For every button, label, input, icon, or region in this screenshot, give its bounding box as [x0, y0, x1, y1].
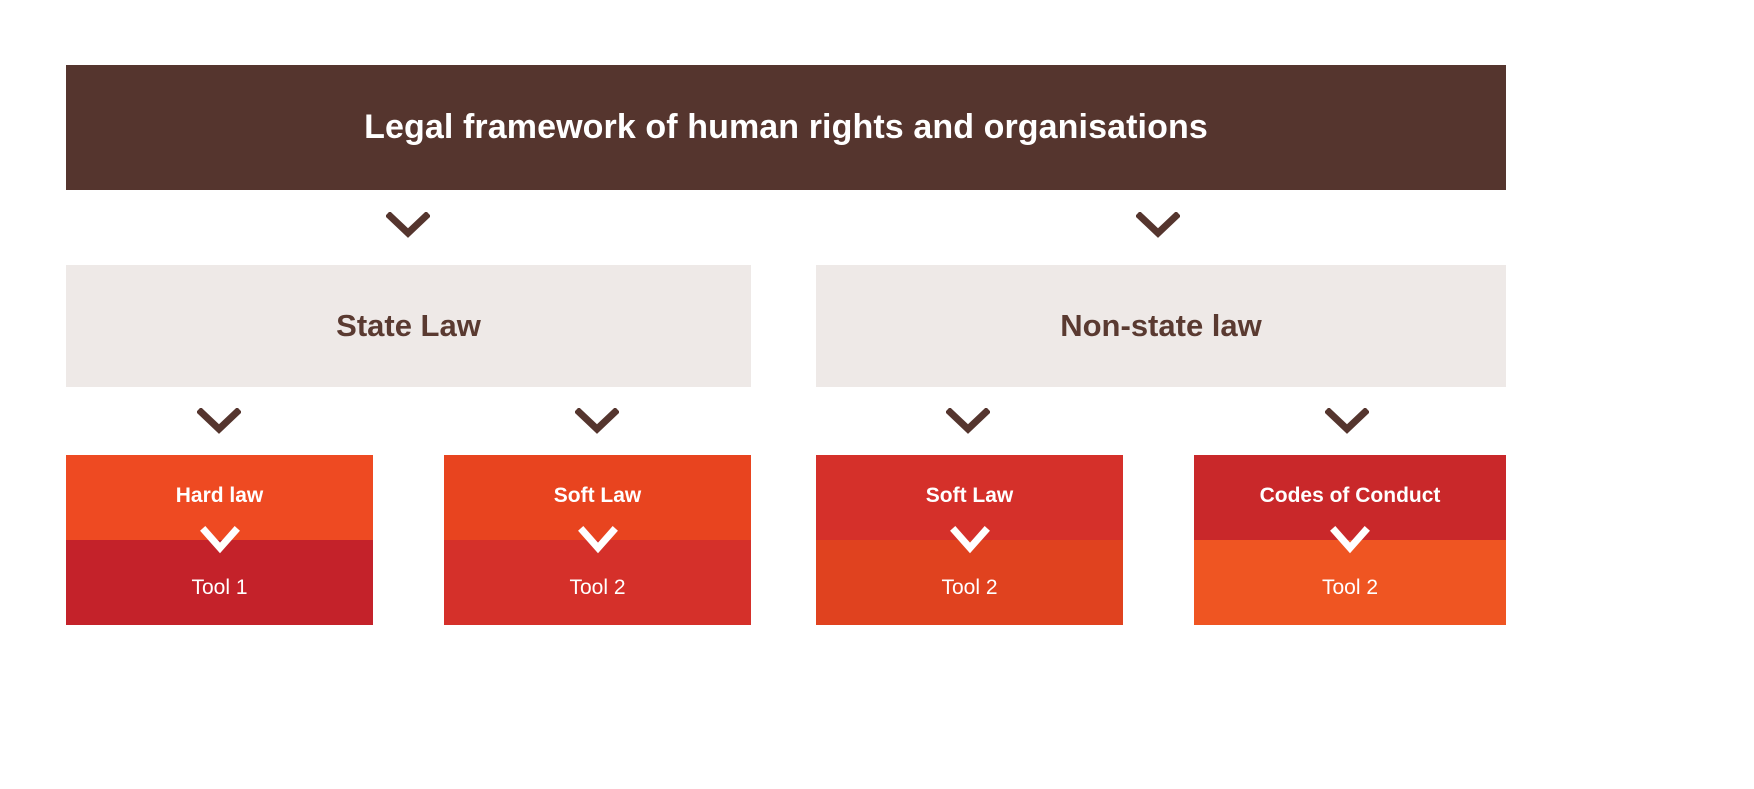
tool-card-tool-label: Tool 1	[191, 575, 248, 599]
tool-card-bottom: Tool 2	[1194, 540, 1506, 625]
tool-card-codes-of-conduct: Codes of Conduct Tool 2	[1194, 455, 1506, 625]
chevron-down-icon-tier2-1	[197, 408, 241, 434]
tool-card-tool-label: Tool 2	[569, 575, 626, 599]
chevron-down-icon-tier1-left	[386, 212, 430, 238]
chevron-down-icon-tier2-4	[1325, 408, 1369, 434]
tool-card-title: Hard law	[175, 483, 264, 507]
category-box-state-law: State Law	[66, 265, 751, 387]
tool-card-top: Codes of Conduct	[1194, 455, 1506, 554]
tool-card-title: Soft Law	[553, 483, 642, 507]
tool-card-soft-law-state: Soft Law Tool 2	[444, 455, 751, 625]
tool-card-title: Codes of Conduct	[1259, 483, 1441, 507]
category-box-non-state-law: Non-state law	[816, 265, 1506, 387]
tool-card-title: Soft Law	[925, 483, 1014, 507]
chevron-down-icon-tier1-right	[1136, 212, 1180, 238]
tool-card-soft-law-non-state: Soft Law Tool 2	[816, 455, 1123, 625]
tool-card-top: Soft Law	[816, 455, 1123, 554]
header-banner: Legal framework of human rights and orga…	[66, 65, 1506, 190]
tool-card-tool-label: Tool 2	[1321, 575, 1379, 599]
page-title: Legal framework of human rights and orga…	[364, 108, 1208, 146]
tool-card-bottom: Tool 2	[816, 540, 1123, 625]
tool-card-bottom: Tool 2	[444, 540, 751, 625]
category-label: State Law	[336, 308, 481, 343]
chevron-down-icon-tier2-2	[575, 408, 619, 434]
tool-card-tool-label: Tool 2	[941, 575, 998, 599]
tool-card-bottom: Tool 1	[66, 540, 373, 625]
category-label: Non-state law	[1060, 308, 1262, 343]
chevron-down-icon-tier2-3	[946, 408, 990, 434]
tool-card-top: Soft Law	[444, 455, 751, 554]
tool-card-top: Hard law	[66, 455, 373, 554]
tool-card-hard-law: Hard law Tool 1	[66, 455, 373, 625]
